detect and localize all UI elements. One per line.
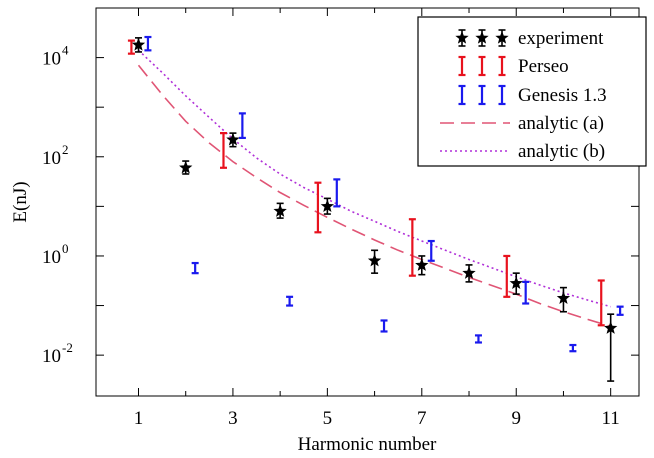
y-tick-label-exponent: 0 (62, 241, 69, 256)
legend-sample-genesis (478, 84, 486, 106)
curve-analytic-a- (137, 64, 611, 328)
y-tick-label-base: 10 (42, 247, 61, 268)
y-tick-label: 10 -2 (42, 340, 73, 367)
legend-sample-genesis (498, 84, 506, 106)
x-tick-label: 5 (323, 408, 333, 429)
experiment-point (273, 204, 287, 217)
experiment-point (226, 132, 240, 146)
experiment-point (462, 266, 476, 279)
experiment-points (131, 37, 618, 334)
legend-sample-perseo (458, 55, 466, 77)
legend-label-analytic-b: analytic (b) (518, 141, 605, 162)
y-tick-label: 10 4 (42, 43, 69, 70)
genesis-errorbar (238, 112, 246, 140)
y-axis-label: E(nJ) (10, 181, 31, 222)
legend-label-experiment: experiment (518, 28, 604, 49)
genesis-errorbar (380, 319, 388, 333)
perseo-errorbar (503, 254, 511, 298)
y-tick-label-exponent: -2 (62, 340, 73, 355)
legend-label-perseo: Perseo (518, 56, 569, 77)
experiment-point (604, 321, 618, 334)
legend-label-genesis: Genesis 1.3 (518, 85, 607, 106)
genesis-errorbar (474, 334, 482, 344)
x-tick-label: 7 (417, 408, 427, 429)
genesis-errorbar (286, 295, 294, 307)
legend-box (417, 16, 647, 167)
legend-sample-experiment (455, 29, 469, 47)
perseo-errorbar (597, 279, 605, 327)
perseo-errorbar (314, 181, 322, 234)
experiment-point (320, 199, 335, 213)
legend-sample-perseo (498, 55, 506, 77)
genesis-errorbar (191, 261, 199, 275)
experiment-point (131, 37, 146, 51)
x-tick-label: 1 (134, 408, 144, 429)
genesis-errorbar (616, 305, 624, 316)
experiment-point (415, 258, 429, 271)
x-tick-label: 11 (602, 408, 620, 429)
y-tick-label: 10 0 (42, 241, 69, 268)
legend-sample-perseo (478, 55, 486, 77)
legend-label-analytic-a: analytic (a) (518, 113, 604, 134)
genesis-errorbar (427, 239, 435, 262)
perseo-errorbar (219, 132, 227, 169)
perseo-errorbar (127, 39, 135, 55)
experiment-point (179, 160, 193, 174)
perseo-errorbar (408, 218, 416, 277)
genesis-errorbar (569, 343, 577, 353)
y-tick-label-base: 10 (42, 148, 61, 169)
legend-sample-experiment (495, 29, 509, 47)
legend-sample-experiment (475, 29, 489, 47)
x-axis-label: Harmonic number (298, 434, 437, 455)
legend-sample-genesis (458, 84, 466, 106)
experiment-point (367, 253, 382, 267)
genesis-errorbar (522, 280, 530, 305)
y-tick-label-exponent: 4 (62, 43, 69, 58)
y-tick-label: 10 2 (42, 142, 69, 169)
y-tick-label-base: 10 (42, 49, 61, 70)
experiment-point (509, 276, 523, 290)
plot-area-frame (95, 7, 640, 397)
y-tick-label-base: 10 (42, 346, 61, 367)
genesis-errorbar (333, 178, 341, 208)
analytic-curves (137, 49, 611, 328)
legend: experiment Perseo Genesis 1.3 analytic (… (417, 16, 647, 167)
experiment-point (556, 291, 571, 304)
y-tick-label-exponent: 2 (62, 142, 69, 157)
x-tick-label: 3 (228, 408, 238, 429)
x-tick-label: 9 (511, 408, 521, 429)
legend-samples (440, 29, 510, 152)
genesis-errorbar (144, 35, 152, 52)
